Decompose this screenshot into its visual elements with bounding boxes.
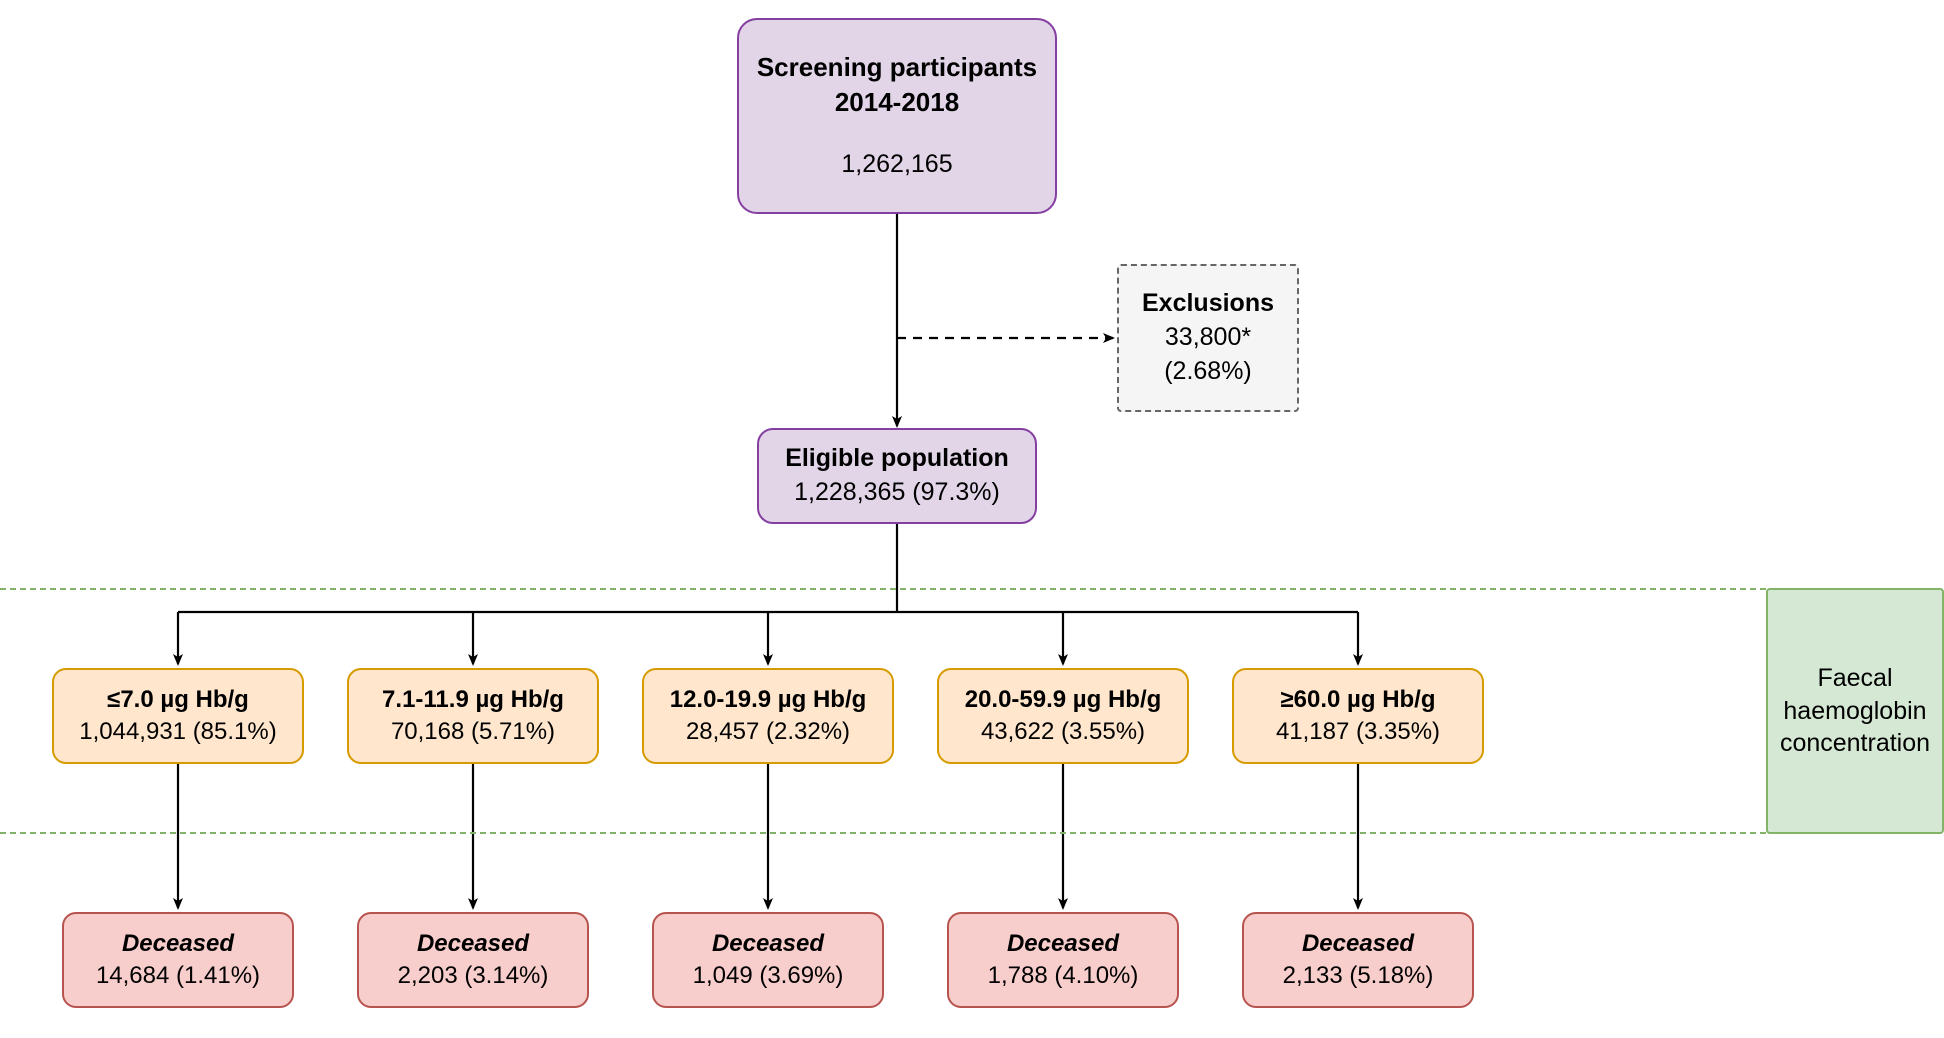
eligible-value: 1,228,365 (97.3%) <box>794 478 1000 506</box>
cat-0-value: 1,044,931 (85.1%) <box>79 718 276 745</box>
cat-0-title: ≤7.0 µg Hb/g <box>107 686 249 713</box>
dec-4-value: 2,133 (5.18%) <box>1283 962 1434 989</box>
exclusions-node: Exclusions 33,800* (2.68%) <box>1117 264 1299 412</box>
dec-box-4: Deceased 2,133 (5.18%) <box>1242 912 1474 1008</box>
exclusions-value: 33,800* <box>1165 323 1251 351</box>
exclusions-title: Exclusions <box>1142 289 1274 317</box>
dec-box-0: Deceased 14,684 (1.41%) <box>62 912 294 1008</box>
conc-l1: Faecal <box>1817 664 1892 692</box>
dec-box-3: Deceased 1,788 (4.10%) <box>947 912 1179 1008</box>
cat-1-value: 70,168 (5.71%) <box>391 718 555 745</box>
cat-box-3: 20.0-59.9 µg Hb/g 43,622 (3.55%) <box>937 668 1189 764</box>
concentration-label: Faecal haemoglobin concentration <box>1766 588 1944 834</box>
exclusions-pct: (2.68%) <box>1164 357 1252 385</box>
screening-value: 1,262,165 <box>841 150 952 178</box>
eligible-node: Eligible population 1,228,365 (97.3%) <box>757 428 1037 524</box>
cat-box-4: ≥60.0 µg Hb/g 41,187 (3.35%) <box>1232 668 1484 764</box>
cat-box-1: 7.1-11.9 µg Hb/g 70,168 (5.71%) <box>347 668 599 764</box>
eligible-title: Eligible population <box>785 444 1009 472</box>
cat-3-title: 20.0-59.9 µg Hb/g <box>965 686 1162 713</box>
cat-box-2: 12.0-19.9 µg Hb/g 28,457 (2.32%) <box>642 668 894 764</box>
cat-2-value: 28,457 (2.32%) <box>686 718 850 745</box>
dec-3-value: 1,788 (4.10%) <box>988 962 1139 989</box>
dec-0-value: 14,684 (1.41%) <box>96 962 260 989</box>
dec-1-title: Deceased <box>417 930 529 957</box>
dec-4-title: Deceased <box>1302 930 1414 957</box>
cat-1-title: 7.1-11.9 µg Hb/g <box>382 686 564 713</box>
screening-title-l2: 2014-2018 <box>835 87 959 117</box>
dec-box-2: Deceased 1,049 (3.69%) <box>652 912 884 1008</box>
screening-title-l1: Screening participants <box>757 52 1037 82</box>
cat-4-value: 41,187 (3.35%) <box>1276 718 1440 745</box>
screening-node: Screening participants 2014-2018 1,262,1… <box>737 18 1057 214</box>
dec-3-title: Deceased <box>1007 930 1119 957</box>
conc-l2: haemoglobin <box>1783 697 1926 725</box>
cat-2-title: 12.0-19.9 µg Hb/g <box>670 686 867 713</box>
cat-box-0: ≤7.0 µg Hb/g 1,044,931 (85.1%) <box>52 668 304 764</box>
dec-0-title: Deceased <box>122 930 234 957</box>
cat-3-value: 43,622 (3.55%) <box>981 718 1145 745</box>
dec-1-value: 2,203 (3.14%) <box>398 962 549 989</box>
dec-box-1: Deceased 2,203 (3.14%) <box>357 912 589 1008</box>
dec-2-value: 1,049 (3.69%) <box>693 962 844 989</box>
cat-4-title: ≥60.0 µg Hb/g <box>1280 686 1435 713</box>
dec-2-title: Deceased <box>712 930 824 957</box>
conc-l3: concentration <box>1780 729 1930 757</box>
